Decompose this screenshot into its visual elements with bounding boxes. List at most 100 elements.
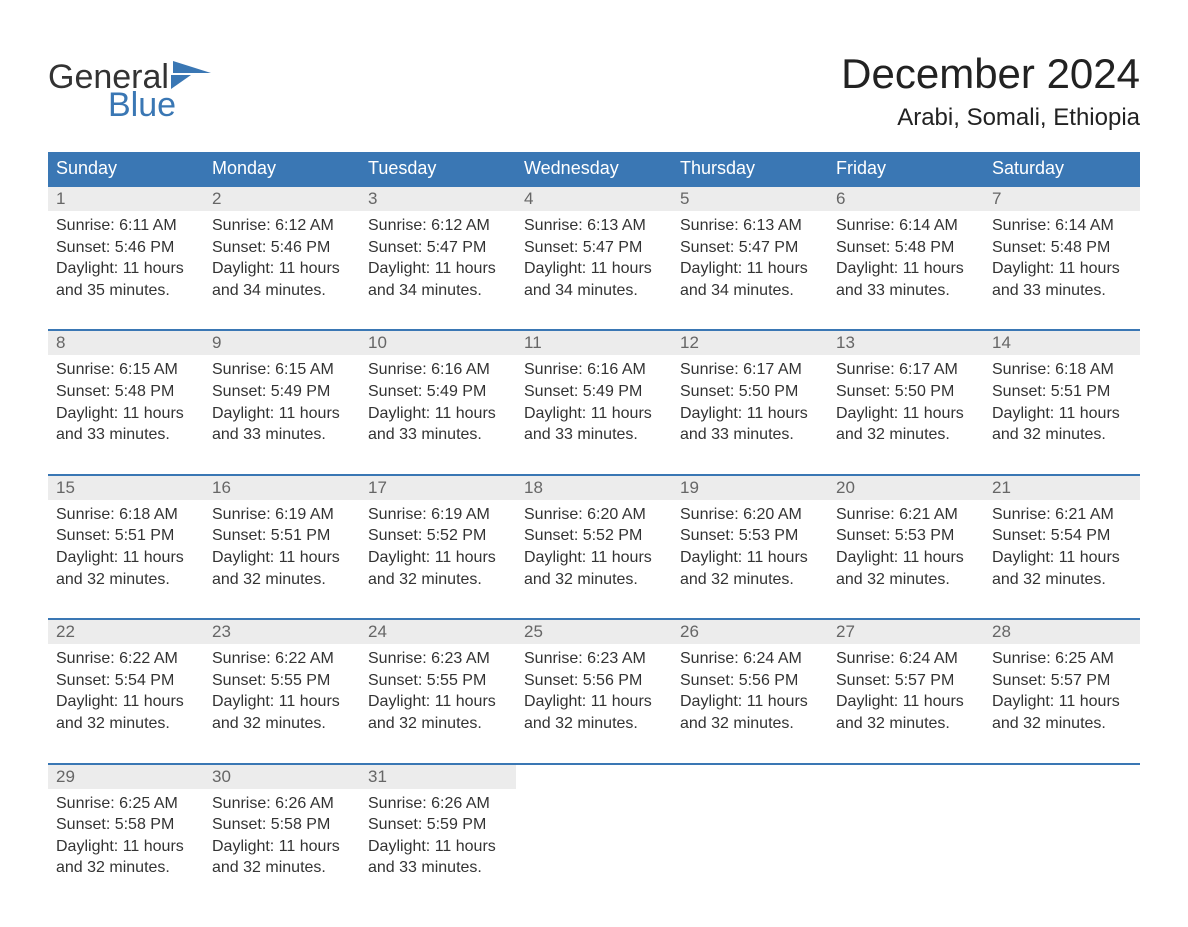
day-detail-cell [984, 789, 1140, 887]
daylight-text: Daylight: 11 hours [680, 403, 820, 425]
day-number-cell: 12 [672, 330, 828, 355]
sunset-text: Sunset: 5:50 PM [680, 381, 820, 403]
day-header: Monday [204, 152, 360, 186]
day-number-cell: 4 [516, 186, 672, 211]
day-number-cell: 22 [48, 619, 204, 644]
sunset-text: Sunset: 5:56 PM [524, 670, 664, 692]
day-detail-cell: Sunrise: 6:18 AMSunset: 5:51 PMDaylight:… [48, 500, 204, 619]
day-detail-row: Sunrise: 6:22 AMSunset: 5:54 PMDaylight:… [48, 644, 1140, 763]
daylight-text: Daylight: 11 hours [368, 547, 508, 569]
day-detail-cell: Sunrise: 6:15 AMSunset: 5:49 PMDaylight:… [204, 355, 360, 474]
day-detail-cell: Sunrise: 6:12 AMSunset: 5:47 PMDaylight:… [360, 211, 516, 330]
day-number-row: 293031 [48, 764, 1140, 789]
daylight-text: and 33 minutes. [524, 424, 664, 446]
day-detail-row: Sunrise: 6:11 AM Sunset: 5:46 PM Daylight:… [48, 211, 1140, 330]
sunrise-text: Sunrise: 6:16 AM [368, 359, 508, 381]
daylight-text: and 33 minutes. [992, 280, 1132, 302]
day-number-cell: 3 [360, 186, 516, 211]
daylight-text: Daylight: 11 hours [992, 547, 1132, 569]
sunset-text: Sunset: 5:55 PM [368, 670, 508, 692]
daylight-text: and 34 minutes. [368, 280, 508, 302]
sunset-text: Sunset: 5:47 PM [524, 237, 664, 259]
sunset-text: Sunset: 5:57 PM [836, 670, 976, 692]
sunrise-text: Sunrise: 6:15 AM [212, 359, 352, 381]
daylight-text: Daylight: 11 hours [992, 258, 1132, 280]
day-detail-cell: Sunrise: 6:22 AMSunset: 5:54 PMDaylight:… [48, 644, 204, 763]
daylight-text: Daylight: 11 hours [56, 403, 196, 425]
daylight-text: Daylight: 11 hours [56, 547, 196, 569]
day-detail-cell: Sunrise: 6:19 AMSunset: 5:51 PMDaylight:… [204, 500, 360, 619]
daylight-text: Daylight: 11 hours [680, 691, 820, 713]
month-title: December 2024 [841, 50, 1140, 98]
sunrise-text: Sunrise: 6:11 AM [56, 215, 196, 237]
day-detail-cell: Sunrise: 6:13 AMSunset: 5:47 PMDaylight:… [672, 211, 828, 330]
sunset-text: Sunset: 5:57 PM [992, 670, 1132, 692]
sunset-text: Sunset: 5:49 PM [212, 381, 352, 403]
day-detail-cell: Sunrise: 6:25 AMSunset: 5:58 PMDaylight:… [48, 789, 204, 887]
day-detail-cell: Sunrise: 6:14 AMSunset: 5:48 PMDaylight:… [828, 211, 984, 330]
daylight-text: Daylight: 11 hours [212, 403, 352, 425]
daylight-text: Daylight: 11 hours [212, 691, 352, 713]
daylight-text: and 32 minutes. [836, 424, 976, 446]
day-number-cell: 28 [984, 619, 1140, 644]
daylight-text: Daylight: 11 hours [524, 691, 664, 713]
page: General Blue December 2024 Arabi, Somali… [0, 0, 1188, 927]
sunset-text: Sunset: 5:47 PM [368, 237, 508, 259]
sunrise-text: Sunrise: 6:23 AM [524, 648, 664, 670]
sunset-text: Sunset: 5:46 PM [212, 237, 352, 259]
daylight-text: and 32 minutes. [368, 569, 508, 591]
daylight-text: and 33 minutes. [368, 424, 508, 446]
day-detail-cell: Sunrise: 6:20 AMSunset: 5:52 PMDaylight:… [516, 500, 672, 619]
day-detail-cell: Sunrise: 6:25 AMSunset: 5:57 PMDaylight:… [984, 644, 1140, 763]
sunrise-text: Sunrise: 6:24 AM [836, 648, 976, 670]
sunset-text: Sunset: 5:52 PM [368, 525, 508, 547]
sunrise-text: Sunrise: 6:14 AM [992, 215, 1132, 237]
logo-word-2: Blue [108, 88, 213, 122]
daylight-text: and 32 minutes. [56, 713, 196, 735]
daylight-text: Daylight: 11 hours [212, 836, 352, 858]
daylight-text: and 32 minutes. [524, 569, 664, 591]
daylight-text: Daylight: 11 hours [368, 836, 508, 858]
sunrise-text: Sunrise: 6:23 AM [368, 648, 508, 670]
day-number-cell: 5 [672, 186, 828, 211]
sunset-text: Sunset: 5:54 PM [992, 525, 1132, 547]
sunset-text: Sunset: 5:58 PM [56, 814, 196, 836]
sunset-text: Sunset: 5:55 PM [212, 670, 352, 692]
daylight-text: and 32 minutes. [680, 569, 820, 591]
day-number-cell: 31 [360, 764, 516, 789]
calendar-table: Sunday Monday Tuesday Wednesday Thursday… [48, 152, 1140, 887]
day-detail-row: Sunrise: 6:25 AMSunset: 5:58 PMDaylight:… [48, 789, 1140, 887]
sunrise-text: Sunrise: 6:19 AM [212, 504, 352, 526]
daylight-text: and 32 minutes. [992, 713, 1132, 735]
daylight-text: Daylight: 11 hours [524, 547, 664, 569]
daylight-text: Daylight: 11 hours [836, 547, 976, 569]
day-number-cell: 10 [360, 330, 516, 355]
day-number-cell [672, 764, 828, 789]
day-detail-cell: Sunrise: 6:23 AMSunset: 5:55 PMDaylight:… [360, 644, 516, 763]
day-number-cell: 11 [516, 330, 672, 355]
sunrise-text: Sunrise: 6:20 AM [524, 504, 664, 526]
day-detail-cell: Sunrise: 6:21 AMSunset: 5:53 PMDaylight:… [828, 500, 984, 619]
day-detail-cell: Sunrise: 6:11 AMSunset: 5:46 PMDaylight:… [48, 211, 204, 330]
day-detail-cell: Sunrise: 6:19 AMSunset: 5:52 PMDaylight:… [360, 500, 516, 619]
daylight-text: Daylight: 11 hours [56, 836, 196, 858]
day-number-cell: 1 [48, 186, 204, 211]
day-number-cell: 7 [984, 186, 1140, 211]
day-number-cell: 26 [672, 619, 828, 644]
day-number-cell: 20 [828, 475, 984, 500]
day-header: Wednesday [516, 152, 672, 186]
sunset-text: Sunset: 5:51 PM [992, 381, 1132, 403]
day-number-cell: 17 [360, 475, 516, 500]
daylight-text: Daylight: 11 hours [368, 258, 508, 280]
sunset-text: Sunset: 5:47 PM [680, 237, 820, 259]
daylight-text: and 35 minutes. [56, 280, 196, 302]
daylight-text: and 32 minutes. [212, 569, 352, 591]
day-number-row: 1234567 [48, 186, 1140, 211]
daylight-text: Daylight: 11 hours [680, 258, 820, 280]
daylight-text: and 33 minutes. [680, 424, 820, 446]
day-detail-cell: Sunrise: 6:17 AMSunset: 5:50 PMDaylight:… [672, 355, 828, 474]
day-header: Saturday [984, 152, 1140, 186]
day-number-cell: 13 [828, 330, 984, 355]
sunrise-text: Sunrise: 6:12 AM [212, 215, 352, 237]
sunrise-text: Sunrise: 6:25 AM [56, 793, 196, 815]
